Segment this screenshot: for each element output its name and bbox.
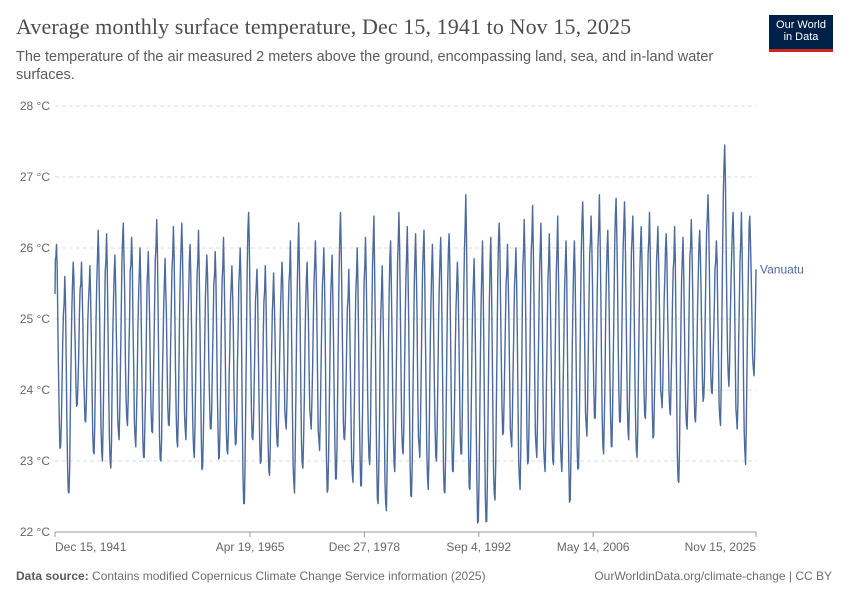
data-source-label: Data source: (16, 569, 89, 583)
x-tick-label: May 14, 2006 (557, 540, 630, 554)
logo-line-1: Our World (776, 19, 826, 31)
chart-title: Average monthly surface temperature, Dec… (16, 14, 632, 39)
x-tick-label: Dec 15, 1941 (55, 540, 127, 554)
y-tick-label: 25 °C (20, 312, 50, 326)
x-tick-label: Apr 19, 1965 (216, 540, 285, 554)
series-label-vanuatu: Vanuatu (760, 262, 804, 276)
x-tick-label: Dec 27, 1978 (329, 540, 401, 554)
y-tick-label: 27 °C (20, 170, 50, 184)
y-tick-label: 22 °C (20, 525, 50, 539)
x-tick-label: Sep 4, 1992 (446, 540, 511, 554)
x-tick-label: Nov 15, 2025 (685, 540, 757, 554)
footer-link[interactable]: OurWorldinData.org/climate-change | CC B… (594, 569, 832, 583)
y-tick-label: 23 °C (20, 454, 50, 468)
line-chart: 22 °C 23 °C 24 °C 25 °C 26 °C 27 °C 28 °C Dec … (20, 99, 804, 554)
x-axis: Dec 15, 1941 Apr 19, 1965 Dec 27, 1978 Sep … (54, 531, 757, 554)
y-axis-labels: 22 °C 23 °C 24 °C 25 °C 26 °C 27 °C 28 °C (20, 99, 50, 539)
series-line-vanuatu[interactable] (54, 144, 757, 524)
logo-line-2: in Data (783, 31, 819, 43)
series-group: Vanuatu (54, 144, 804, 524)
owid-logo[interactable]: Our World in Data (769, 15, 833, 52)
data-source-text: Contains modified Copernicus Climate Cha… (92, 569, 486, 583)
chart-subtitle: The temperature of the air measured 2 me… (16, 49, 714, 83)
data-source: Data source: Contains modified Copernicu… (16, 569, 486, 583)
y-tick-label: 28 °C (20, 99, 50, 113)
y-tick-label: 26 °C (20, 241, 50, 255)
y-tick-label: 24 °C (20, 383, 50, 397)
